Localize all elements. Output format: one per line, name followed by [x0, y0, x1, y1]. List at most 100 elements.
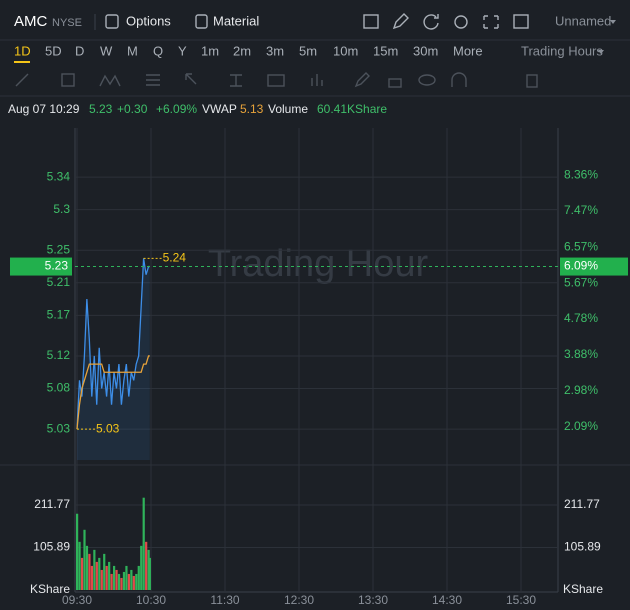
- volume-bar: [76, 513, 79, 590]
- quote-change-pct: +6.09%: [156, 102, 197, 116]
- tool-icon[interactable]: [526, 74, 538, 88]
- material-icon[interactable]: [195, 14, 208, 29]
- tool-icon[interactable]: [354, 72, 370, 88]
- timeframe[interactable]: More: [453, 43, 483, 58]
- volume-bar: [83, 529, 86, 590]
- refresh-icon[interactable]: [423, 14, 439, 30]
- y2-tick-label: 2.09%: [564, 419, 598, 433]
- tool-icon[interactable]: [185, 73, 197, 85]
- options-icon[interactable]: [105, 14, 119, 29]
- timeframes: 1D 5D D W M Q Y 1m 2m 3m 5m 10m 15m 30m More: [14, 43, 483, 63]
- last-change-box: [560, 257, 628, 276]
- last-change-label: 6.09%: [564, 259, 598, 273]
- y-tick-label: 5.3: [53, 202, 70, 216]
- y-tick-label: 5.21: [47, 275, 71, 289]
- y2-tick-label: 5.67%: [564, 275, 598, 289]
- volume-bar: [108, 561, 111, 590]
- tool-icon[interactable]: [15, 73, 29, 87]
- volume-bar: [98, 557, 101, 590]
- volume-bar: [145, 541, 148, 590]
- timeframe[interactable]: 10m: [333, 43, 358, 58]
- y2-tick-label: 3.88%: [564, 347, 598, 361]
- y-tick-label: 5.08: [47, 381, 71, 395]
- volume-bar: [122, 571, 126, 590]
- session-select[interactable]: Trading Hours: [521, 43, 603, 58]
- tool-icon[interactable]: [388, 78, 402, 88]
- last-price-box: [10, 257, 72, 276]
- x-tick-label: 12:30: [284, 593, 314, 607]
- volume-tick-label: 211.77: [564, 497, 600, 511]
- volume-bar: [148, 557, 151, 590]
- vwap-label: VWAP: [202, 102, 237, 116]
- y2-tick-label: 6.57%: [564, 239, 598, 253]
- volume-unit: KShare: [30, 582, 70, 596]
- y-tick-label: 5.12: [47, 348, 71, 362]
- options-button[interactable]: Options: [126, 13, 171, 28]
- volume-bar: [110, 573, 113, 590]
- timeframe[interactable]: 1D: [14, 43, 31, 58]
- y-tick-label: 5.03: [47, 421, 71, 435]
- y-tick-label: 5.34: [47, 169, 71, 183]
- timeframe[interactable]: 30m: [413, 43, 438, 58]
- window-icon[interactable]: [513, 14, 529, 29]
- volume-bar: [137, 565, 140, 590]
- caret: [598, 50, 604, 54]
- timeframe[interactable]: Q: [153, 43, 163, 58]
- timeframe[interactable]: 1m: [201, 43, 219, 58]
- volume-bar: [93, 549, 96, 590]
- timeframe[interactable]: 5D: [45, 43, 62, 58]
- volume-tick-label: 105.89: [33, 540, 70, 554]
- material-button[interactable]: Material: [213, 13, 259, 28]
- x-tick-label: 09:30: [62, 593, 92, 607]
- tool-icon[interactable]: [311, 74, 323, 86]
- drawing-tools: [15, 72, 538, 88]
- volume-bar: [113, 565, 116, 590]
- tool-icon[interactable]: [99, 74, 121, 87]
- volume-value: 60.41KShare: [317, 102, 387, 116]
- symbol[interactable]: AMC: [14, 13, 48, 30]
- volume-label: Volume: [268, 102, 308, 116]
- timeframe[interactable]: 5m: [299, 43, 317, 58]
- volume-bar: [115, 569, 118, 590]
- volume-bar: [130, 569, 133, 590]
- x-tick-label: 10:30: [136, 593, 166, 607]
- volume-bar: [132, 575, 135, 590]
- line-series: [76, 355, 150, 430]
- watermark: Trading Hour: [208, 243, 429, 285]
- exchange: NYSE: [52, 17, 82, 29]
- timeframe[interactable]: M: [127, 43, 138, 58]
- tool-icon[interactable]: [267, 74, 285, 87]
- volume-bar: [103, 553, 106, 590]
- indicator-icon[interactable]: [363, 14, 379, 29]
- quote-price: 5.23: [89, 102, 113, 116]
- y2-tick-label: 7.47%: [564, 203, 598, 217]
- y2-tick-label: 4.78%: [564, 311, 598, 325]
- volume-bar: [85, 545, 89, 590]
- volume-bar: [78, 541, 81, 590]
- timeframe[interactable]: 15m: [373, 43, 398, 58]
- draw-icon[interactable]: [392, 13, 409, 30]
- fullscreen-icon[interactable]: [483, 15, 499, 29]
- volume-bar: [100, 569, 103, 590]
- y2-tick-label: 2.98%: [564, 383, 598, 397]
- tool-icon[interactable]: [146, 74, 160, 86]
- timeframe[interactable]: 3m: [266, 43, 284, 58]
- tool-icon[interactable]: [61, 73, 75, 87]
- volume-bar: [105, 565, 108, 590]
- tool-icon[interactable]: [230, 74, 242, 87]
- layout-select[interactable]: Unnamed: [555, 13, 611, 28]
- volume-tick-label: 211.77: [34, 497, 70, 511]
- timeframe[interactable]: D: [75, 43, 84, 58]
- timeframe[interactable]: 2m: [233, 43, 251, 58]
- tool-icon[interactable]: [418, 74, 436, 86]
- volume-bar: [127, 573, 130, 590]
- volume-bar: [88, 553, 91, 590]
- volume-bar: [147, 549, 150, 590]
- timeframe[interactable]: Y: [178, 43, 187, 58]
- vwap-value: 5.13: [240, 102, 264, 116]
- settings-icon[interactable]: [454, 15, 468, 29]
- timeframe[interactable]: W: [100, 43, 113, 58]
- tool-icon[interactable]: [451, 72, 467, 87]
